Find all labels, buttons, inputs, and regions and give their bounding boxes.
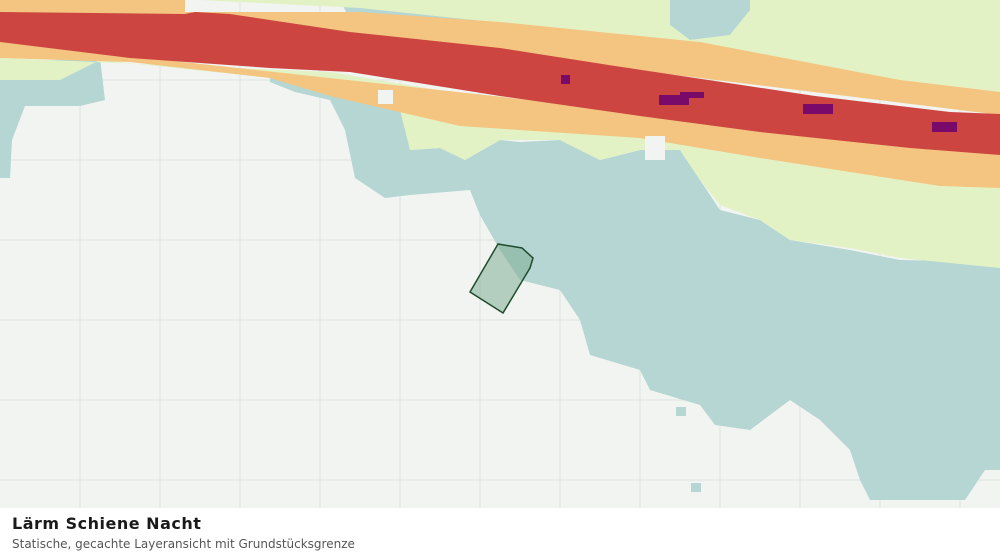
map-subtitle: Statische, gecachte Layeransicht mit Gru… <box>12 537 355 551</box>
no-data-gaps <box>378 90 665 160</box>
map-title: Lärm Schiene Nacht <box>12 514 202 533</box>
map <box>0 0 1000 508</box>
noise-class-2 <box>0 0 1000 268</box>
noise-class-3 <box>0 0 1000 188</box>
parcel-boundary <box>468 243 534 315</box>
noise-class-4 <box>0 12 1000 155</box>
noise-class-5 <box>561 75 957 132</box>
